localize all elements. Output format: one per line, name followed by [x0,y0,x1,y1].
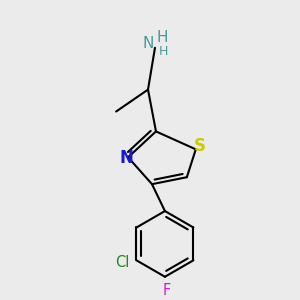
Text: S: S [194,137,206,155]
Text: Cl: Cl [116,255,130,270]
Text: N: N [119,149,133,167]
Text: H: H [156,30,168,45]
Text: H: H [158,45,168,58]
Text: F: F [163,283,171,298]
Text: N: N [142,36,154,51]
